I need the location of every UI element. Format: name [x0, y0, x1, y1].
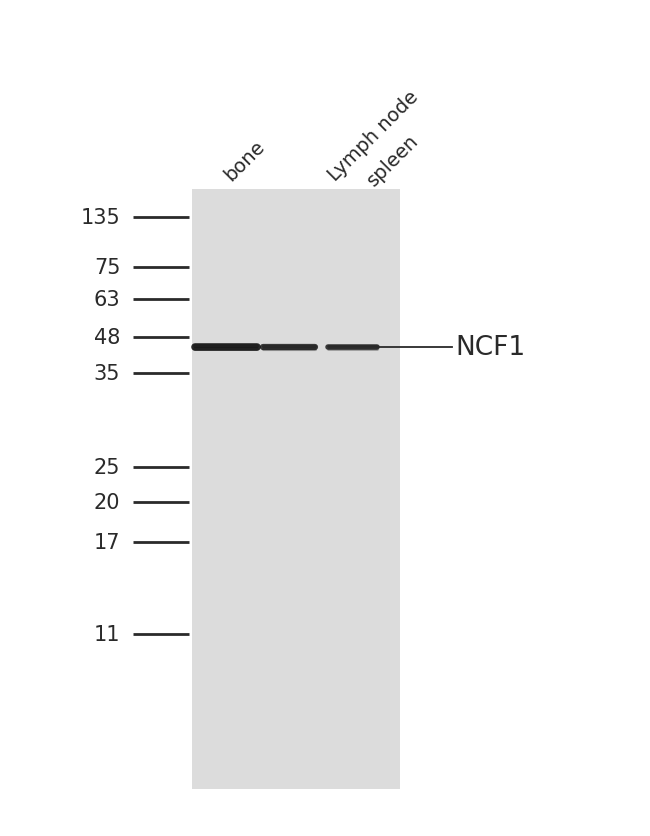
Text: Lymph node: Lymph node	[324, 87, 422, 185]
Text: 48: 48	[94, 328, 120, 348]
Text: 35: 35	[94, 364, 120, 384]
Text: 135: 135	[81, 208, 120, 227]
Text: 63: 63	[94, 289, 120, 309]
Text: NCF1: NCF1	[455, 334, 525, 360]
Text: 25: 25	[94, 457, 120, 477]
Text: 17: 17	[94, 533, 120, 553]
Text: 11: 11	[94, 624, 120, 645]
Text: 75: 75	[94, 257, 120, 278]
Bar	[192, 190, 400, 789]
Text: 20: 20	[94, 492, 120, 512]
Text: spleen: spleen	[363, 130, 422, 190]
Text: bone: bone	[220, 137, 268, 185]
